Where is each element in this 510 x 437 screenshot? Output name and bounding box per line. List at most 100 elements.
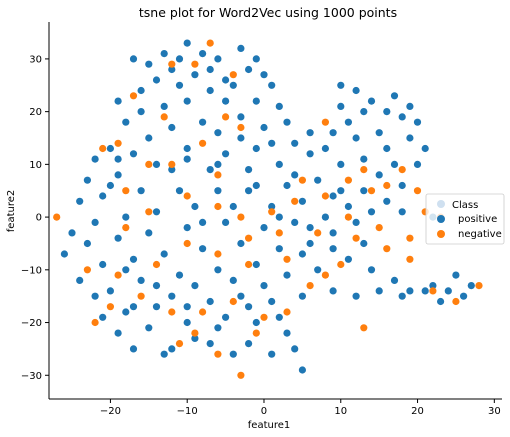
point-positive-146: [337, 160, 345, 168]
point-positive-185: [206, 65, 214, 74]
y-tick-label: 10: [29, 160, 42, 171]
point-positive-94: [429, 282, 437, 290]
point-positive-42: [114, 171, 122, 179]
point-positive-159: [360, 239, 368, 248]
point-negative-21: [214, 250, 222, 258]
point-positive-162: [214, 160, 222, 168]
point-positive-156: [260, 282, 268, 290]
point-positive-115: [222, 313, 230, 321]
point-negative-61: [145, 208, 153, 216]
point-positive-58: [91, 218, 99, 226]
point-positive-32: [129, 150, 138, 158]
legend-label-negative: negative: [458, 229, 502, 240]
point-positive-103: [352, 292, 360, 300]
point-positive-178: [122, 308, 130, 316]
point-positive-15: [268, 81, 276, 89]
point-positive-104: [329, 287, 337, 295]
point-positive-71: [398, 181, 406, 190]
point-negative-65: [283, 255, 291, 263]
point-positive-79: [160, 250, 168, 258]
point-negative-56: [452, 297, 460, 306]
y-tick-label: 30: [29, 54, 42, 65]
point-positive-163: [183, 155, 191, 163]
point-positive-140: [375, 129, 383, 137]
point-positive-135: [390, 92, 399, 100]
point-negative-26: [53, 213, 61, 221]
point-positive-153: [152, 282, 161, 290]
point-positive-54: [229, 202, 237, 211]
x-tick-label: 20: [411, 406, 424, 417]
point-positive-84: [137, 276, 145, 284]
point-positive-188: [137, 86, 145, 95]
point-negative-4: [129, 92, 138, 100]
point-positive-116: [252, 318, 260, 327]
point-positive-75: [306, 239, 314, 248]
point-negative-17: [268, 208, 276, 216]
point-negative-3: [229, 71, 237, 79]
point-positive-122: [160, 350, 168, 358]
point-positive-179: [152, 303, 161, 311]
point-positive-147: [360, 155, 368, 163]
point-positive-38: [275, 160, 283, 168]
x-axis-label: feature1: [248, 420, 290, 431]
point-positive-81: [99, 260, 107, 269]
x-tick-label: 0: [261, 406, 267, 417]
point-positive-27: [214, 129, 222, 137]
point-negative-11: [237, 123, 245, 132]
point-positive-48: [245, 187, 253, 195]
point-positive-70: [390, 160, 399, 168]
point-negative-8: [122, 187, 130, 195]
x-tick-label: 30: [488, 406, 501, 417]
point-negative-42: [398, 166, 406, 174]
point-positive-86: [214, 266, 222, 274]
point-positive-83: [106, 287, 114, 295]
point-positive-63: [222, 218, 230, 226]
point-positive-68: [360, 187, 368, 195]
point-positive-31: [91, 155, 99, 163]
point-positive-6: [237, 44, 245, 53]
point-positive-187: [252, 55, 260, 63]
point-negative-6: [114, 139, 122, 147]
point-negative-41: [383, 181, 391, 190]
point-negative-10: [222, 113, 230, 121]
point-positive-4: [129, 55, 138, 63]
point-negative-60: [214, 171, 222, 179]
x-tick-label: −10: [177, 406, 198, 417]
point-positive-14: [260, 71, 268, 79]
point-positive-18: [183, 97, 191, 105]
point-positive-78: [199, 245, 207, 253]
point-negative-48: [352, 234, 360, 242]
point-positive-183: [275, 313, 283, 321]
point-positive-132: [398, 113, 406, 121]
point-positive-24: [275, 102, 283, 110]
point-positive-46: [175, 187, 184, 195]
point-positive-51: [329, 192, 337, 200]
point-positive-92: [390, 276, 399, 284]
point-positive-133: [413, 118, 422, 126]
point-negative-13: [168, 160, 176, 168]
point-negative-38: [344, 176, 352, 184]
point-positive-11: [175, 81, 184, 89]
point-negative-51: [306, 282, 314, 290]
point-negative-32: [237, 371, 245, 379]
point-negative-25: [83, 266, 91, 274]
point-positive-0: [160, 50, 168, 58]
point-positive-171: [199, 218, 207, 226]
point-negative-22: [183, 239, 191, 248]
x-tick-label: 10: [334, 406, 347, 417]
point-positive-3: [145, 60, 153, 68]
point-negative-68: [383, 245, 391, 253]
point-positive-145: [306, 129, 314, 137]
point-positive-154: [191, 282, 199, 290]
point-positive-1: [183, 39, 191, 47]
point-positive-97: [467, 282, 475, 290]
point-positive-139: [352, 134, 360, 142]
point-positive-164: [152, 160, 161, 168]
point-negative-34: [175, 340, 184, 348]
point-positive-123: [191, 334, 199, 342]
point-positive-28: [168, 123, 176, 132]
point-positive-20: [137, 108, 145, 116]
point-positive-45: [137, 187, 145, 195]
point-positive-90: [344, 255, 352, 263]
point-positive-62: [183, 224, 191, 232]
